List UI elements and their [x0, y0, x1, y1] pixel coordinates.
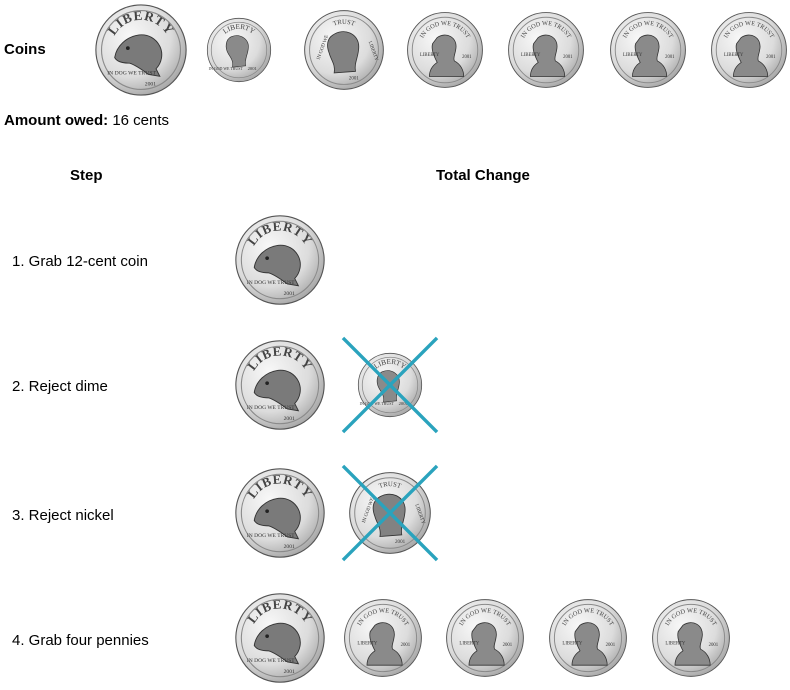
- dog-coin-icon: LIBERTY IN DOG WE TRUST 2001: [234, 467, 326, 559]
- dog-coin-icon: LIBERTY IN DOG WE TRUST 2001: [234, 214, 326, 306]
- svg-text:IN DOG WE TRUST: IN DOG WE TRUST: [247, 658, 295, 664]
- nickel-coin-icon: TRUST IN GOD WE LIBERTY 2001: [303, 9, 385, 91]
- dog-coin-icon: LIBERTY IN DOG WE TRUST 2001: [234, 339, 326, 431]
- svg-text:2001: 2001: [284, 291, 295, 297]
- svg-text:LIBERTY: LIBERTY: [222, 23, 257, 36]
- svg-text:LIBERTY: LIBERTY: [724, 53, 744, 58]
- penny-coin-icon: IN GOD WE TRUST LIBERTY 2001: [406, 11, 484, 89]
- penny-coin-icon: IN GOD WE TRUST LIBERTY 2001: [445, 598, 525, 678]
- svg-text:2001: 2001: [284, 416, 295, 422]
- penny-coin-icon: IN GOD WE TRUST LIBERTY 2001: [609, 11, 687, 89]
- svg-text:2001: 2001: [563, 55, 573, 60]
- dog-coin-icon: LIBERTY IN DOG WE TRUST 2001: [234, 592, 326, 684]
- svg-text:LIBERTY: LIBERTY: [357, 641, 377, 646]
- dog-coin-icon: LIBERTY IN DOG WE TRUST 2001: [94, 3, 188, 97]
- svg-text:LIBERTY: LIBERTY: [665, 641, 685, 646]
- svg-text:LIBERTY: LIBERTY: [367, 41, 379, 62]
- svg-text:LIBERTY: LIBERTY: [623, 53, 643, 58]
- svg-text:LIBERTY: LIBERTY: [420, 53, 440, 58]
- step-label-1: 1. Grab 12-cent coin: [12, 253, 148, 270]
- amount-owed-label: Amount owed:: [4, 112, 109, 129]
- svg-text:IN DOG WE TRUST: IN DOG WE TRUST: [247, 280, 295, 286]
- svg-text:2001: 2001: [462, 55, 472, 60]
- svg-text:2001: 2001: [503, 643, 513, 648]
- svg-text:2001: 2001: [401, 643, 411, 648]
- svg-text:2001: 2001: [284, 544, 295, 550]
- step-label-4: 4. Grab four pennies: [12, 632, 149, 649]
- svg-text:2001: 2001: [248, 66, 258, 71]
- nickel-coin-icon: TRUST IN GOD WE LIBERTY 2001: [348, 471, 432, 555]
- svg-text:2001: 2001: [399, 401, 409, 406]
- dime-coin-icon: LIBERTY IN GOD WE TRUST 2001: [357, 352, 423, 418]
- svg-text:IN DOG WE TRUST: IN DOG WE TRUST: [107, 70, 156, 76]
- svg-text:2001: 2001: [766, 55, 776, 60]
- dime-coin-icon: LIBERTY IN GOD WE TRUST 2001: [206, 17, 272, 83]
- svg-text:2001: 2001: [145, 82, 156, 88]
- svg-text:LIBERTY: LIBERTY: [521, 53, 541, 58]
- svg-text:LIBERTY: LIBERTY: [562, 641, 582, 646]
- total-change-header: Total Change: [436, 167, 530, 184]
- svg-text:2001: 2001: [665, 55, 675, 60]
- step-label-2: 2. Reject dime: [12, 378, 108, 395]
- svg-text:2001: 2001: [395, 539, 406, 545]
- svg-text:IN GOD WE TRUST: IN GOD WE TRUST: [360, 401, 395, 406]
- penny-coin-icon: IN GOD WE TRUST LIBERTY 2001: [651, 598, 731, 678]
- svg-text:2001: 2001: [284, 669, 295, 675]
- penny-coin-icon: IN GOD WE TRUST LIBERTY 2001: [507, 11, 585, 89]
- penny-coin-icon: IN GOD WE TRUST LIBERTY 2001: [710, 11, 788, 89]
- svg-text:2001: 2001: [709, 643, 719, 648]
- svg-text:IN DOG WE TRUST: IN DOG WE TRUST: [247, 533, 295, 539]
- penny-coin-icon: IN GOD WE TRUST LIBERTY 2001: [343, 598, 423, 678]
- svg-text:2001: 2001: [606, 643, 616, 648]
- step-header: Step: [70, 167, 103, 184]
- amount-owed-value: 16 cents: [112, 112, 170, 129]
- coins-label: Coins: [4, 41, 46, 58]
- svg-text:TRUST: TRUST: [332, 19, 355, 28]
- svg-text:2001: 2001: [349, 77, 359, 82]
- svg-text:LIBERTY: LIBERTY: [459, 641, 479, 646]
- penny-coin-icon: IN GOD WE TRUST LIBERTY 2001: [548, 598, 628, 678]
- step-label-3: 3. Reject nickel: [12, 507, 114, 524]
- svg-text:IN DOG WE TRUST: IN DOG WE TRUST: [247, 405, 295, 411]
- amount-owed: Amount owed: 16 cents: [4, 112, 169, 129]
- svg-text:IN GOD WE TRUST: IN GOD WE TRUST: [209, 66, 244, 71]
